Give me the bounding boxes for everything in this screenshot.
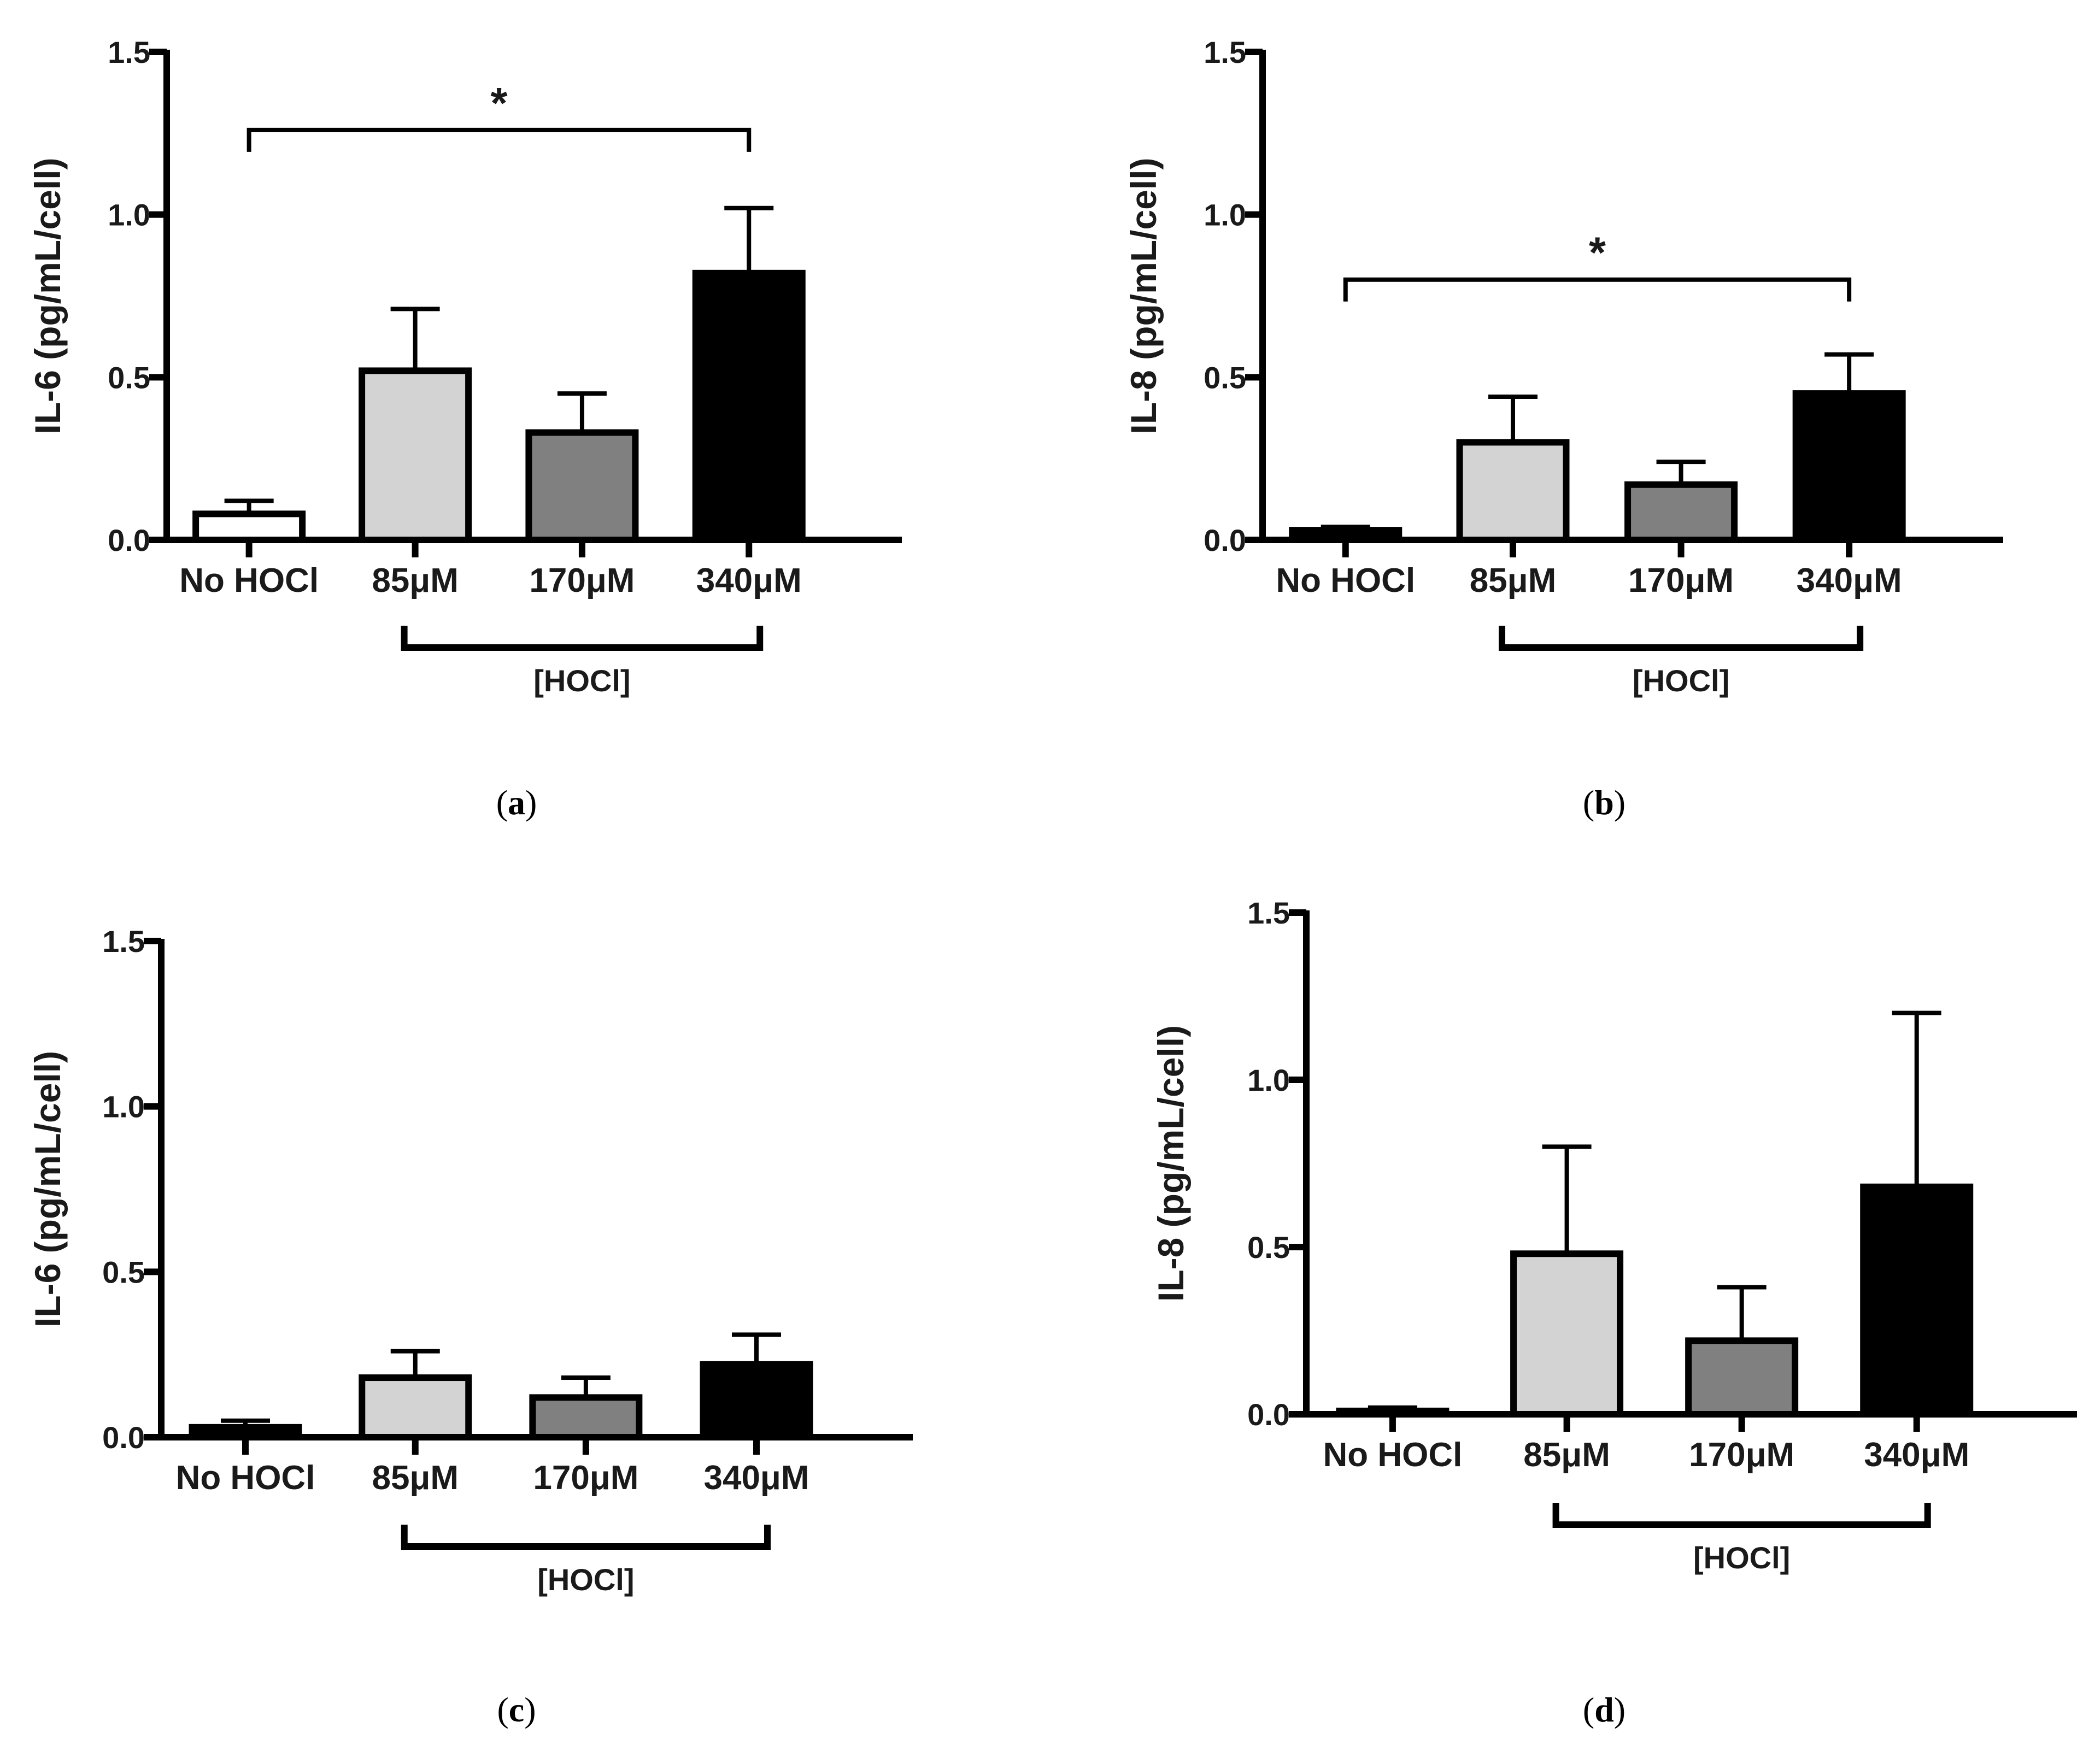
x-category-label: 170μM: [529, 562, 635, 599]
bar-2: [1510, 1250, 1624, 1418]
group-bracket: [401, 626, 764, 651]
panel-label-paren: (: [1583, 783, 1594, 822]
bar-1: [192, 510, 306, 544]
y-tick-label: 1.0: [1204, 198, 1246, 232]
y-tick-label: 1.0: [108, 198, 150, 232]
y-tick-label: 0.5: [1247, 1230, 1290, 1265]
x-category-label: No HOCl: [1276, 562, 1415, 599]
y-tick-label: 0.0: [1204, 523, 1246, 557]
group-bracket-label: [HOCl]: [533, 663, 630, 698]
group-bracket: [1498, 626, 1864, 651]
y-tick-label: 0.5: [102, 1255, 145, 1289]
chart-panel-a: 0.0 0.5 1.0 1.5 No HOCl 85μM 170μM 340μM IL-6 (p…: [27, 35, 902, 822]
x-category-label: 85μM: [372, 562, 459, 599]
x-category-label: 170μM: [533, 1459, 638, 1497]
bar-4: [700, 1361, 813, 1440]
x-category-label: 170μM: [1689, 1436, 1794, 1474]
group-bracket-label: [HOCl]: [537, 1562, 634, 1597]
panel-label: (b): [1583, 783, 1626, 822]
significance-bracket: [247, 127, 752, 152]
bar-2: [359, 1374, 472, 1441]
x-category-label: No HOCl: [176, 1459, 315, 1497]
y-tick-label: 1.5: [108, 35, 150, 69]
y-tick-label: 0.0: [102, 1420, 145, 1455]
y-tick-label: 1.5: [1204, 35, 1246, 69]
significance-bracket: [1343, 277, 1852, 302]
bar-3: [525, 429, 639, 543]
x-category-label: No HOCl: [179, 562, 319, 599]
panel-label-letter: b: [1594, 783, 1614, 822]
panel-label-paren: (: [496, 783, 508, 822]
panel-label-paren: (: [497, 1690, 508, 1729]
x-category-label: 340μM: [1864, 1436, 1969, 1474]
bar-4: [692, 269, 806, 543]
x-category-label: No HOCl: [1323, 1436, 1462, 1474]
chart-panel-c: 0.0 0.5 1.0 1.5 No HOCl 85μM 170μM 340μM IL-6 (p…: [27, 924, 913, 1729]
y-tick-label: 0.0: [108, 523, 150, 557]
bar-2: [359, 367, 472, 544]
panel-label: (c): [497, 1690, 536, 1729]
chart-panel-b: 0.0 0.5 1.0 1.5 No HOCl 85μM 170μM 340μM IL-8 (p…: [1123, 35, 2003, 822]
group-bracket: [1552, 1503, 1931, 1528]
group-bracket: [401, 1525, 771, 1550]
bar-4: [1792, 390, 1906, 543]
x-category-label: 340μM: [1797, 562, 1902, 599]
x-category-label: 85μM: [1523, 1436, 1610, 1474]
panel-label-letter: a: [508, 783, 525, 822]
bar-4: [1860, 1183, 1974, 1418]
x-category-label: 340μM: [696, 562, 802, 599]
significance-marker: *: [1589, 228, 1606, 277]
panel-label: (a): [496, 783, 537, 822]
panel-label-paren: ): [1614, 783, 1626, 822]
x-category-label: 85μM: [1470, 562, 1557, 599]
bar-3: [1685, 1337, 1799, 1418]
panel-label-paren: ): [1614, 1690, 1626, 1729]
panel-label-letter: d: [1594, 1690, 1614, 1729]
panel-label: (d): [1583, 1690, 1626, 1729]
y-axis-title: IL-8 (pg/mL/cell): [1151, 1025, 1191, 1302]
x-category-label: 85μM: [372, 1459, 459, 1497]
bar-3: [1624, 481, 1738, 543]
y-axis-title: IL-6 (pg/mL/cell): [27, 1051, 68, 1327]
y-tick-label: 1.0: [102, 1090, 145, 1124]
panel-label-paren: ): [525, 783, 537, 822]
y-tick-label: 0.0: [1247, 1397, 1290, 1432]
panel-label-paren: (: [1583, 1690, 1594, 1729]
panel-label-letter: c: [509, 1690, 524, 1729]
y-tick-label: 1.5: [102, 924, 145, 959]
y-axis-title: IL-6 (pg/mL/cell): [27, 157, 68, 434]
group-bracket-label: [HOCl]: [1633, 663, 1729, 698]
chart-panel-d: 0.0 0.5 1.0 1.5 No HOCl 85μM 170μM 340μM IL-8 (p…: [1151, 896, 2077, 1729]
group-bracket-label: [HOCl]: [1693, 1540, 1790, 1575]
y-axis-title: IL-8 (pg/mL/cell): [1123, 157, 1164, 434]
x-category-label: 340μM: [703, 1459, 809, 1497]
bar-3: [529, 1394, 643, 1441]
y-tick-label: 0.5: [108, 360, 150, 395]
y-tick-label: 0.5: [1204, 360, 1246, 395]
y-tick-label: 1.0: [1247, 1063, 1290, 1097]
y-tick-label: 1.5: [1247, 896, 1290, 930]
x-category-label: 170μM: [1628, 562, 1734, 599]
bar-2: [1456, 439, 1570, 544]
significance-marker: *: [490, 79, 508, 127]
panel-label-paren: ): [524, 1690, 536, 1729]
